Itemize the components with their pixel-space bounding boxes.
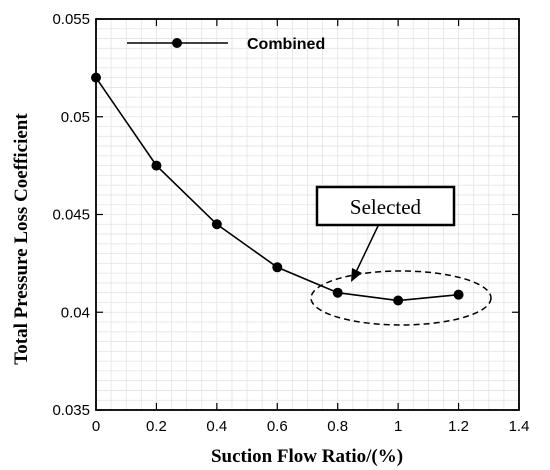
y-tick-label: 0.055 xyxy=(52,11,90,28)
data-point xyxy=(393,295,404,306)
annotation-label: Selected xyxy=(350,195,422,219)
y-tick-label: 0.04 xyxy=(61,304,90,321)
x-tick-label: 0.8 xyxy=(327,418,348,435)
ticks: 0 0.2 0.4 0.6 0.8 1 1.2 1.4 0.035 0.04 0.045 0.05 0.… xyxy=(52,11,529,435)
x-tick-label: 1 xyxy=(394,418,402,435)
y-axis-label: Total Pressure Loss Coefficient xyxy=(11,113,32,365)
data-point xyxy=(272,262,283,273)
data-point xyxy=(211,219,222,230)
x-tick-label: 1.4 xyxy=(509,418,530,435)
y-tick-label: 0.045 xyxy=(52,207,90,224)
x-tick-label: 0 xyxy=(92,418,100,435)
y-tick-label: 0.05 xyxy=(61,109,90,126)
selected-annotation: Selected xyxy=(310,185,492,326)
data-point xyxy=(151,160,162,171)
y-tick-label: 0.035 xyxy=(52,402,90,419)
x-tick-label: 0.6 xyxy=(267,418,288,435)
grid xyxy=(96,19,519,410)
data-point xyxy=(91,72,101,83)
data-point xyxy=(332,287,343,298)
x-tick-label: 0.2 xyxy=(146,418,167,435)
series-layer xyxy=(91,72,464,306)
annotation-box xyxy=(315,185,456,227)
legend-label: Combined xyxy=(247,36,325,53)
legend: Combined xyxy=(127,36,325,53)
data-point xyxy=(453,289,464,300)
legend-marker xyxy=(172,38,182,48)
x-tick-label: 0.4 xyxy=(206,418,227,435)
highlight-ellipse xyxy=(310,270,492,326)
annotation-arrow-line xyxy=(355,225,379,273)
x-axis-label: Suction Flow Ratio/(%) xyxy=(211,446,403,467)
x-tick-label: 1.2 xyxy=(448,418,469,435)
